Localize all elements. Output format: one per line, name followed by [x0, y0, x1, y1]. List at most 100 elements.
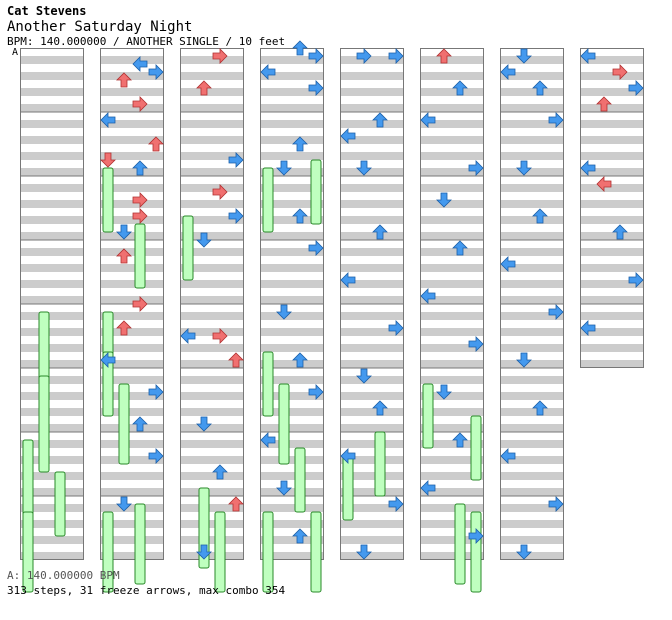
step-arrow — [388, 496, 404, 512]
freeze-arrow — [422, 383, 434, 449]
step-arrow — [100, 152, 116, 168]
step-arrow — [500, 256, 516, 272]
step-arrow — [308, 80, 324, 96]
step-arrow — [132, 96, 148, 112]
step-arrow — [132, 296, 148, 312]
step-arrow — [532, 400, 548, 416]
step-arrow — [292, 208, 308, 224]
song-title: Another Saturday Night — [7, 19, 193, 35]
step-arrow — [212, 328, 228, 344]
step-arrow — [148, 384, 164, 400]
step-arrow — [292, 40, 308, 56]
freeze-arrow — [102, 511, 114, 593]
step-arrow — [276, 480, 292, 496]
column-frame — [580, 48, 644, 368]
step-arrow — [468, 336, 484, 352]
freeze-arrow — [214, 511, 226, 593]
freeze-arrow — [38, 375, 50, 473]
step-arrow — [132, 208, 148, 224]
step-arrow — [516, 544, 532, 560]
step-arrow — [132, 160, 148, 176]
step-arrow — [356, 544, 372, 560]
step-arrow — [420, 288, 436, 304]
step-arrow — [292, 136, 308, 152]
step-arrow — [228, 352, 244, 368]
step-arrow — [292, 352, 308, 368]
chart-column-5 — [340, 48, 404, 560]
step-arrow — [548, 304, 564, 320]
column-frame — [420, 48, 484, 560]
column-frame — [20, 48, 84, 560]
column-frame — [260, 48, 324, 560]
step-arrow — [132, 416, 148, 432]
step-arrow — [308, 48, 324, 64]
chart-column-1 — [20, 48, 84, 593]
step-arrow — [308, 384, 324, 400]
step-arrow — [628, 80, 644, 96]
step-arrow — [132, 192, 148, 208]
step-arrow — [180, 328, 196, 344]
freeze-arrow — [374, 431, 386, 497]
step-arrow — [340, 272, 356, 288]
step-arrow — [356, 48, 372, 64]
step-arrow — [548, 112, 564, 128]
step-arrow — [532, 208, 548, 224]
step-arrow — [228, 208, 244, 224]
step-arrow — [452, 432, 468, 448]
step-arrow — [628, 272, 644, 288]
freeze-arrow — [342, 455, 354, 521]
chart-column-8 — [580, 48, 644, 368]
bpm-marker: A — [12, 47, 19, 58]
step-arrow — [116, 248, 132, 264]
freeze-arrow — [134, 223, 146, 289]
freeze-arrow — [310, 159, 322, 225]
step-arrow — [340, 448, 356, 464]
chart-meta: BPM: 140.000000 / ANOTHER SINGLE / 10 fe… — [7, 35, 286, 48]
step-arrow — [580, 48, 596, 64]
chart-column-6 — [420, 48, 484, 593]
freeze-arrow — [134, 503, 146, 585]
step-arrow — [388, 320, 404, 336]
step-arrow — [436, 192, 452, 208]
step-stats: 313 steps, 31 freeze arrows, max combo 3… — [7, 584, 286, 597]
freeze-arrow — [22, 439, 34, 521]
step-arrow — [532, 80, 548, 96]
step-arrow — [516, 48, 532, 64]
freeze-arrow — [262, 167, 274, 233]
step-arrow — [356, 160, 372, 176]
freeze-arrow — [262, 511, 274, 593]
step-arrow — [372, 112, 388, 128]
step-arrow — [148, 448, 164, 464]
freeze-arrow — [54, 471, 66, 537]
freeze-arrow — [182, 215, 194, 281]
step-arrow — [260, 64, 276, 80]
column-frame — [180, 48, 244, 560]
freeze-arrow — [102, 167, 114, 233]
chart-column-7 — [500, 48, 564, 560]
freeze-arrow — [310, 511, 322, 593]
freeze-arrow — [470, 415, 482, 481]
step-arrow — [340, 128, 356, 144]
step-arrow — [196, 544, 212, 560]
step-arrow — [500, 448, 516, 464]
step-arrow — [212, 48, 228, 64]
step-arrow — [580, 160, 596, 176]
freeze-arrow — [102, 351, 114, 417]
step-arrow — [100, 112, 116, 128]
step-arrow — [116, 224, 132, 240]
step-arrow — [116, 72, 132, 88]
step-arrow — [468, 528, 484, 544]
step-arrow — [420, 480, 436, 496]
step-arrow — [612, 64, 628, 80]
step-arrow — [228, 152, 244, 168]
chart-column-3 — [180, 48, 244, 593]
bpm-summary: A: 140.000000 BPM — [7, 569, 120, 582]
step-arrow — [292, 528, 308, 544]
step-arrow — [228, 496, 244, 512]
freeze-arrow — [294, 447, 306, 513]
freeze-arrow — [262, 351, 274, 417]
step-arrow — [372, 224, 388, 240]
step-arrow — [276, 304, 292, 320]
step-arrow — [196, 232, 212, 248]
